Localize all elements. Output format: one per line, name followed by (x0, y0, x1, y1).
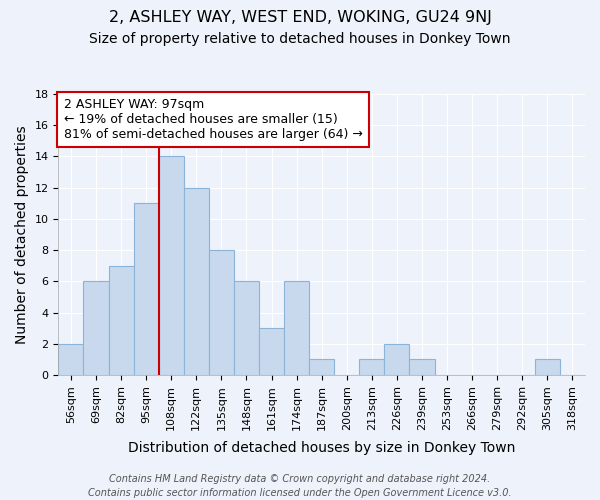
Bar (83, 282, 109, 375)
Text: 2 ASHLEY WAY: 97sqm
← 19% of detached houses are smaller (15)
81% of semi-detach: 2 ASHLEY WAY: 97sqm ← 19% of detached ho… (64, 98, 362, 141)
Bar (58, 344, 83, 375)
Text: 2, ASHLEY WAY, WEST END, WOKING, GU24 9NJ: 2, ASHLEY WAY, WEST END, WOKING, GU24 9N… (109, 10, 491, 25)
Text: Contains HM Land Registry data © Crown copyright and database right 2024.
Contai: Contains HM Land Registry data © Crown c… (88, 474, 512, 498)
Bar (385, 344, 409, 375)
Bar (109, 266, 134, 375)
Bar (309, 360, 334, 375)
X-axis label: Distribution of detached houses by size in Donkey Town: Distribution of detached houses by size … (128, 441, 515, 455)
Text: Size of property relative to detached houses in Donkey Town: Size of property relative to detached ho… (89, 32, 511, 46)
Y-axis label: Number of detached properties: Number of detached properties (15, 125, 29, 344)
Bar (535, 360, 560, 375)
Bar (259, 328, 284, 375)
Bar (284, 282, 309, 375)
Bar (184, 188, 209, 375)
Bar (409, 360, 434, 375)
Bar (359, 360, 385, 375)
Bar (209, 250, 234, 375)
Bar (159, 156, 184, 375)
Bar (234, 282, 259, 375)
Bar (134, 204, 159, 375)
